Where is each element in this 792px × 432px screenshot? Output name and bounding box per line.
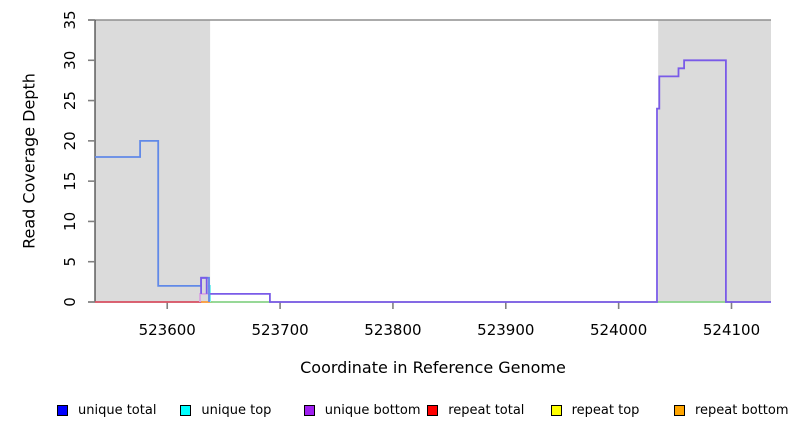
legend-swatch-repeat-bottom (674, 404, 685, 416)
legend-swatch-unique-top (180, 404, 192, 416)
y-tick-label: 10 (61, 212, 79, 231)
y-tick-label: 30 (61, 51, 79, 70)
legend-swatch-unique-total (57, 404, 68, 416)
legend: unique total unique top unique bottom repea… (0, 400, 792, 424)
y-tick-label: 0 (61, 297, 79, 307)
x-tick-label: 523800 (364, 321, 421, 339)
legend-swatch-repeat-top (550, 404, 562, 416)
y-tick-label: 5 (61, 257, 79, 267)
legend-item-unique-bottom: unique bottom (303, 400, 421, 420)
legend-swatch-unique-bottom (303, 404, 315, 416)
legend-item-repeat-total: repeat total (427, 400, 524, 420)
y-tick-label: 25 (61, 91, 79, 110)
shaded-region (95, 20, 211, 302)
legend-label: unique bottom (324, 402, 421, 418)
series-unique-bottom-line (210, 59, 771, 303)
x-tick-label: 523900 (477, 321, 534, 339)
legend-item-repeat-top: repeat top (550, 400, 640, 420)
legend-label: repeat bottom (695, 402, 789, 418)
legend-label: repeat total (448, 402, 525, 418)
legend-item-unique-top: unique top (180, 400, 271, 420)
x-tick-label: 523600 (139, 321, 196, 339)
x-tick-label: 524000 (590, 321, 647, 339)
legend-item-repeat-bottom: repeat bottom (674, 400, 789, 420)
legend-item-unique-total: unique total (57, 400, 156, 420)
legend-swatch-repeat-total (427, 404, 439, 416)
x-tick-label: 523700 (251, 321, 308, 339)
series-unique-bottom-line (200, 276, 208, 294)
shaded-region (658, 20, 771, 302)
x-tick-label: 524100 (703, 321, 760, 339)
y-tick-label: 35 (61, 10, 79, 29)
y-axis-title: Read Coverage Depth (19, 73, 39, 249)
y-tick-label: 15 (61, 172, 79, 191)
legend-label: unique top (201, 402, 272, 418)
x-axis-title: Coordinate in Reference Genome (300, 358, 566, 377)
legend-label: unique total (78, 402, 157, 418)
y-tick-label: 20 (61, 131, 79, 150)
legend-label: repeat top (571, 402, 640, 418)
